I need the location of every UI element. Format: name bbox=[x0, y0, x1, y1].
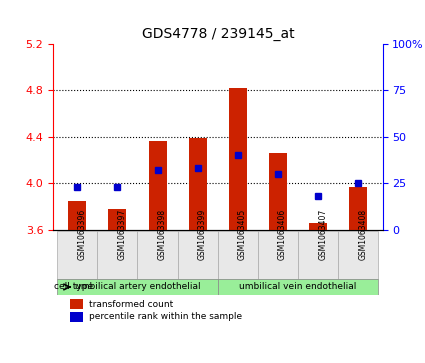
FancyBboxPatch shape bbox=[258, 231, 298, 279]
Text: transformed count: transformed count bbox=[89, 299, 173, 309]
FancyBboxPatch shape bbox=[178, 231, 218, 279]
Bar bbox=[148, 141, 167, 230]
Title: GDS4778 / 239145_at: GDS4778 / 239145_at bbox=[142, 27, 294, 41]
Bar bbox=[108, 209, 126, 230]
Text: GSM1063399: GSM1063399 bbox=[198, 209, 207, 260]
Bar bbox=[68, 201, 86, 230]
Bar bbox=[70, 299, 83, 309]
FancyBboxPatch shape bbox=[97, 231, 137, 279]
Text: GSM1063398: GSM1063398 bbox=[158, 209, 167, 260]
FancyBboxPatch shape bbox=[57, 231, 97, 279]
FancyBboxPatch shape bbox=[338, 231, 379, 279]
FancyBboxPatch shape bbox=[218, 279, 379, 295]
Bar bbox=[269, 153, 287, 230]
Text: umbilical vein endothelial: umbilical vein endothelial bbox=[239, 282, 357, 291]
FancyBboxPatch shape bbox=[57, 279, 218, 295]
Bar bbox=[349, 187, 368, 230]
Text: GSM1063407: GSM1063407 bbox=[318, 209, 327, 260]
Text: GSM1063396: GSM1063396 bbox=[77, 209, 86, 260]
Text: GSM1063406: GSM1063406 bbox=[278, 209, 287, 260]
FancyBboxPatch shape bbox=[218, 231, 258, 279]
Text: umbilical artery endothelial: umbilical artery endothelial bbox=[75, 282, 200, 291]
Text: GSM1063408: GSM1063408 bbox=[358, 209, 367, 260]
Bar bbox=[189, 138, 207, 230]
FancyBboxPatch shape bbox=[298, 231, 338, 279]
Bar bbox=[70, 312, 83, 322]
Bar bbox=[229, 88, 247, 230]
Bar bbox=[309, 223, 327, 230]
Text: GSM1063405: GSM1063405 bbox=[238, 209, 247, 260]
FancyBboxPatch shape bbox=[137, 231, 178, 279]
Text: cell type: cell type bbox=[54, 282, 93, 291]
Text: GSM1063397: GSM1063397 bbox=[117, 209, 126, 260]
Text: percentile rank within the sample: percentile rank within the sample bbox=[89, 312, 243, 321]
